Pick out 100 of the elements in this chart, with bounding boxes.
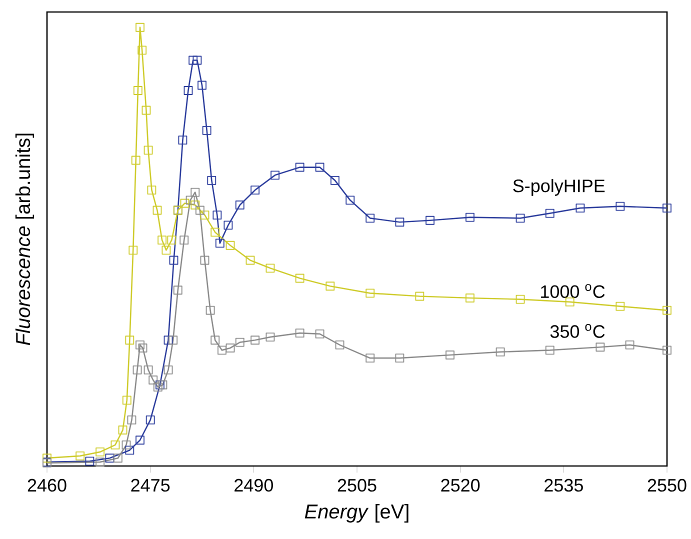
x-tick-label: 2535 <box>544 478 583 492</box>
point <box>144 146 153 155</box>
point <box>122 440 131 450</box>
point <box>545 208 554 218</box>
point <box>195 206 204 215</box>
point <box>295 328 304 338</box>
point <box>200 256 210 265</box>
point <box>662 204 672 213</box>
point <box>226 344 235 352</box>
point <box>395 354 404 363</box>
point <box>315 329 324 338</box>
point <box>122 396 132 405</box>
point <box>426 216 434 225</box>
point <box>616 302 625 311</box>
point <box>128 246 138 255</box>
point <box>266 332 275 342</box>
point <box>144 365 153 374</box>
point <box>127 415 136 424</box>
point <box>202 126 212 135</box>
point <box>96 447 105 456</box>
point <box>496 347 505 356</box>
point <box>662 306 672 315</box>
point <box>516 294 525 304</box>
point <box>235 200 244 210</box>
series-label: 350 $^{o}$C <box>550 324 605 338</box>
point <box>210 228 220 237</box>
point <box>188 56 198 65</box>
point <box>164 336 173 345</box>
x-tick-label: 2475 <box>131 478 170 492</box>
point <box>96 458 105 467</box>
point <box>125 336 134 345</box>
point <box>346 196 355 205</box>
point <box>76 451 85 460</box>
point <box>466 294 474 302</box>
point <box>206 306 215 315</box>
point <box>395 218 404 227</box>
point <box>131 156 140 165</box>
point <box>198 80 206 90</box>
point <box>85 456 94 466</box>
point <box>270 170 280 180</box>
point <box>148 376 158 384</box>
point <box>169 256 178 265</box>
point <box>184 86 193 95</box>
point <box>366 288 375 298</box>
x-tick-label: 2520 <box>441 478 480 492</box>
point <box>616 202 625 211</box>
point <box>366 354 375 363</box>
point <box>42 454 52 463</box>
point <box>662 346 672 355</box>
point <box>190 188 200 197</box>
point <box>466 212 474 222</box>
point <box>164 365 173 374</box>
point <box>335 340 344 350</box>
point <box>146 415 155 424</box>
point <box>224 220 233 230</box>
point <box>446 350 454 360</box>
point <box>200 210 210 220</box>
point <box>125 446 134 455</box>
point <box>158 380 168 390</box>
point <box>105 454 114 463</box>
x-axis-title: Energy [eV] <box>304 504 408 523</box>
point <box>152 206 162 215</box>
x-tick-label: 2460 <box>28 478 66 492</box>
point <box>330 176 340 185</box>
point <box>132 365 142 374</box>
point <box>576 204 585 213</box>
point <box>173 286 182 295</box>
point <box>138 46 147 55</box>
point <box>246 256 255 265</box>
point <box>235 338 244 347</box>
point <box>162 246 171 255</box>
point <box>153 382 162 392</box>
point <box>180 236 189 245</box>
point <box>136 436 144 445</box>
point <box>186 196 195 205</box>
point <box>192 56 202 65</box>
series-label: 1000 $^{o}$C <box>541 284 605 298</box>
point <box>118 426 128 434</box>
point <box>215 238 224 248</box>
point <box>113 454 122 463</box>
point <box>210 336 220 345</box>
point <box>207 176 216 185</box>
point <box>212 210 222 220</box>
point <box>136 340 144 350</box>
point <box>415 292 424 301</box>
point <box>295 162 304 172</box>
point <box>190 200 200 210</box>
point <box>625 340 634 350</box>
point <box>366 214 375 223</box>
point <box>226 240 235 250</box>
point <box>147 186 156 195</box>
point <box>266 264 275 273</box>
point <box>167 236 176 245</box>
point <box>158 236 167 245</box>
point <box>138 344 148 352</box>
point <box>218 346 226 355</box>
point <box>178 136 188 145</box>
point <box>516 214 525 223</box>
point <box>315 162 324 172</box>
point <box>136 22 144 32</box>
